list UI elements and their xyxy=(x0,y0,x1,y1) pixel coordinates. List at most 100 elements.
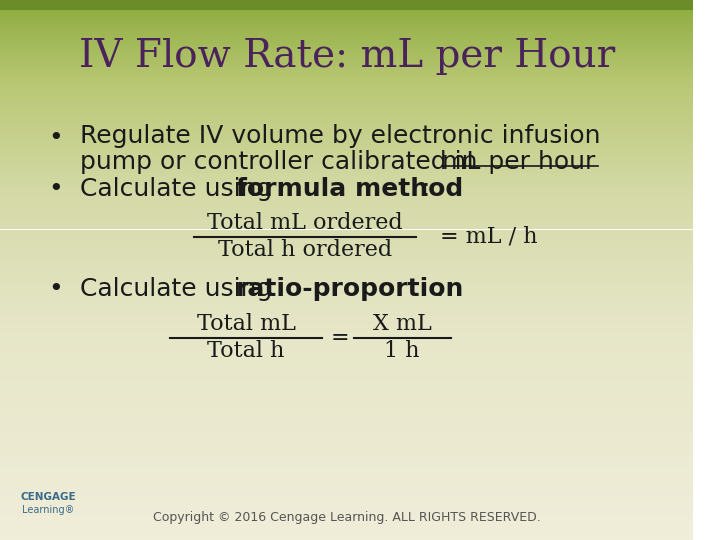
Bar xyxy=(0,335,693,338)
Bar xyxy=(0,140,693,143)
Bar xyxy=(0,57,693,59)
Bar xyxy=(0,470,693,472)
Bar xyxy=(0,359,693,362)
Bar xyxy=(0,84,693,86)
Text: Calculate using: Calculate using xyxy=(80,277,280,301)
Bar xyxy=(0,373,693,375)
Bar xyxy=(0,286,693,289)
Bar xyxy=(0,219,693,221)
Bar xyxy=(0,86,693,89)
Bar xyxy=(0,362,693,364)
Bar xyxy=(0,378,693,381)
Bar xyxy=(0,381,693,383)
Bar xyxy=(0,297,693,300)
Text: ratio-proportion: ratio-proportion xyxy=(235,277,464,301)
Bar xyxy=(0,346,693,348)
Bar xyxy=(0,446,693,448)
Bar xyxy=(0,68,693,70)
Bar xyxy=(0,251,693,254)
Bar xyxy=(0,224,693,227)
Bar xyxy=(0,132,693,135)
Bar xyxy=(0,356,693,359)
Bar xyxy=(0,5,693,8)
Bar xyxy=(0,105,693,108)
Bar xyxy=(0,40,693,43)
Bar xyxy=(0,113,693,116)
Bar xyxy=(0,386,693,389)
Bar xyxy=(0,124,693,127)
Bar xyxy=(0,103,693,105)
Bar xyxy=(0,367,693,370)
Bar xyxy=(0,305,693,308)
Text: = mL / h: = mL / h xyxy=(440,226,538,247)
Bar xyxy=(0,392,693,394)
Bar xyxy=(0,16,693,19)
Bar xyxy=(0,456,693,459)
Bar xyxy=(0,30,693,32)
Bar xyxy=(0,167,693,170)
Bar xyxy=(0,524,693,526)
Bar xyxy=(0,49,693,51)
Bar xyxy=(0,70,693,73)
Text: formula method: formula method xyxy=(235,177,463,201)
Bar xyxy=(0,122,693,124)
Bar xyxy=(0,454,693,456)
Bar xyxy=(0,97,693,100)
Bar xyxy=(0,62,693,65)
Bar xyxy=(0,429,693,432)
Bar xyxy=(0,227,693,229)
Bar xyxy=(0,59,693,62)
Bar xyxy=(0,24,693,27)
Text: Total mL: Total mL xyxy=(197,313,296,335)
Bar xyxy=(0,43,693,46)
Bar xyxy=(0,321,693,324)
Bar xyxy=(0,281,693,284)
Bar xyxy=(0,413,693,416)
Text: CENGAGE: CENGAGE xyxy=(21,492,76,502)
Bar xyxy=(0,73,693,76)
Bar xyxy=(0,0,693,10)
Bar xyxy=(0,189,693,192)
Bar xyxy=(0,54,693,57)
Bar xyxy=(0,205,693,208)
Bar xyxy=(0,459,693,462)
Bar xyxy=(0,154,693,157)
Bar xyxy=(0,432,693,435)
Bar xyxy=(0,119,693,122)
Bar xyxy=(0,265,693,267)
Bar xyxy=(0,256,693,259)
Bar xyxy=(0,529,693,532)
Bar xyxy=(0,22,693,24)
Bar xyxy=(0,508,693,510)
Bar xyxy=(0,76,693,78)
Bar xyxy=(0,427,693,429)
Bar xyxy=(0,173,693,176)
Bar xyxy=(0,500,693,502)
Bar xyxy=(0,262,693,265)
Bar xyxy=(0,184,693,186)
Bar xyxy=(0,151,693,154)
Bar xyxy=(0,397,693,400)
Bar xyxy=(0,278,693,281)
Bar xyxy=(0,537,693,540)
Text: =: = xyxy=(330,327,349,348)
Bar xyxy=(0,35,693,38)
Bar xyxy=(0,505,693,508)
Bar xyxy=(0,235,693,238)
Bar xyxy=(0,394,693,397)
Bar xyxy=(0,273,693,275)
Bar xyxy=(0,65,693,68)
Bar xyxy=(0,338,693,340)
Bar xyxy=(0,310,693,313)
Bar xyxy=(0,8,693,11)
Bar xyxy=(0,246,693,248)
Bar xyxy=(0,248,693,251)
Bar xyxy=(0,165,693,167)
Bar xyxy=(0,238,693,240)
Text: :: : xyxy=(436,277,444,301)
Bar xyxy=(0,324,693,327)
Bar xyxy=(0,162,693,165)
Bar xyxy=(0,497,693,500)
Text: Calculate using: Calculate using xyxy=(80,177,280,201)
Bar xyxy=(0,294,693,297)
